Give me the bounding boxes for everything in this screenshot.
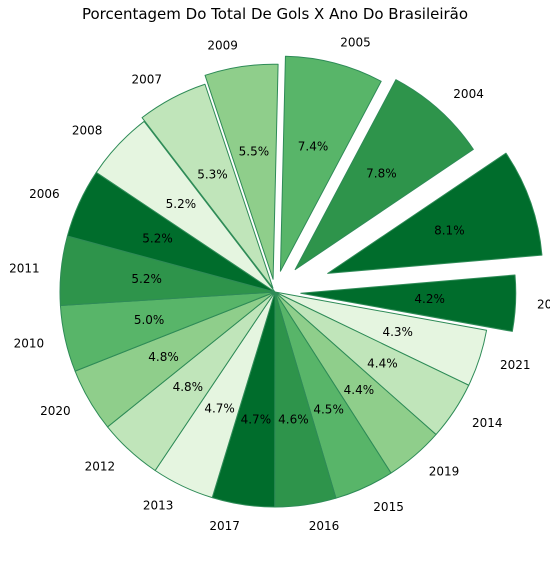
year-labels: 2003201820212014201920152016201720132012… [9, 35, 550, 533]
pct-label-2019: 4.4% [344, 383, 375, 397]
pct-label-2011: 5.2% [131, 272, 162, 286]
pct-label-2010: 5.0% [134, 313, 165, 327]
pct-label-2005: 7.4% [298, 139, 329, 153]
year-label-2017: 2017 [209, 519, 240, 533]
year-label-2015: 2015 [373, 500, 404, 514]
year-label-2004: 2004 [453, 87, 484, 101]
year-label-2013: 2013 [143, 499, 174, 513]
pie-slice-2007 [141, 83, 274, 289]
year-label-2016: 2016 [309, 519, 340, 533]
pct-label-2008: 5.2% [166, 197, 197, 211]
year-label-2011: 2011 [9, 261, 40, 275]
pie-slice-2008 [95, 120, 276, 293]
pie-slice-2003 [327, 152, 543, 274]
pie-slices [59, 55, 543, 508]
pct-label-2009: 5.5% [239, 145, 270, 159]
year-label-2020: 2020 [40, 404, 71, 418]
year-label-2010: 2010 [14, 337, 45, 351]
year-label-2014: 2014 [472, 416, 503, 430]
pie-slice-2004 [294, 79, 474, 271]
pct-label-2020: 4.8% [148, 350, 179, 364]
chart-title: Porcentagem Do Total De Gols X Ano Do Br… [82, 5, 468, 23]
pct-label-2006: 5.2% [142, 232, 173, 246]
pct-label-2021: 4.3% [382, 325, 413, 339]
year-label-2005: 2005 [340, 35, 371, 49]
year-label-2021: 2021 [500, 358, 531, 372]
pct-label-2017: 4.7% [241, 413, 272, 427]
year-label-2019: 2019 [429, 465, 460, 479]
percentage-labels: 8.1%4.2%4.3%4.4%4.4%4.5%4.6%4.7%4.7%4.8%… [131, 139, 464, 426]
year-label-2009: 2009 [207, 38, 238, 52]
pct-label-2015: 4.5% [313, 402, 344, 416]
year-label-2006: 2006 [29, 187, 60, 201]
year-label-2008: 2008 [72, 123, 103, 137]
pct-label-2004: 7.8% [366, 167, 397, 181]
pie-slice-2005 [279, 55, 382, 272]
pie-slice-2018 [300, 274, 517, 332]
year-label-2018: 2018 [537, 297, 550, 311]
pct-label-2014: 4.4% [367, 356, 398, 370]
pct-label-2018: 4.2% [414, 292, 445, 306]
pct-label-2003: 8.1% [434, 223, 465, 237]
pct-label-2013: 4.7% [204, 402, 235, 416]
pct-label-2012: 4.8% [173, 380, 204, 394]
pct-label-2007: 5.3% [197, 167, 228, 181]
year-label-2012: 2012 [85, 459, 116, 473]
year-label-2007: 2007 [131, 72, 162, 86]
pct-label-2016: 4.6% [278, 413, 309, 427]
pie-slice-2009 [204, 63, 279, 280]
